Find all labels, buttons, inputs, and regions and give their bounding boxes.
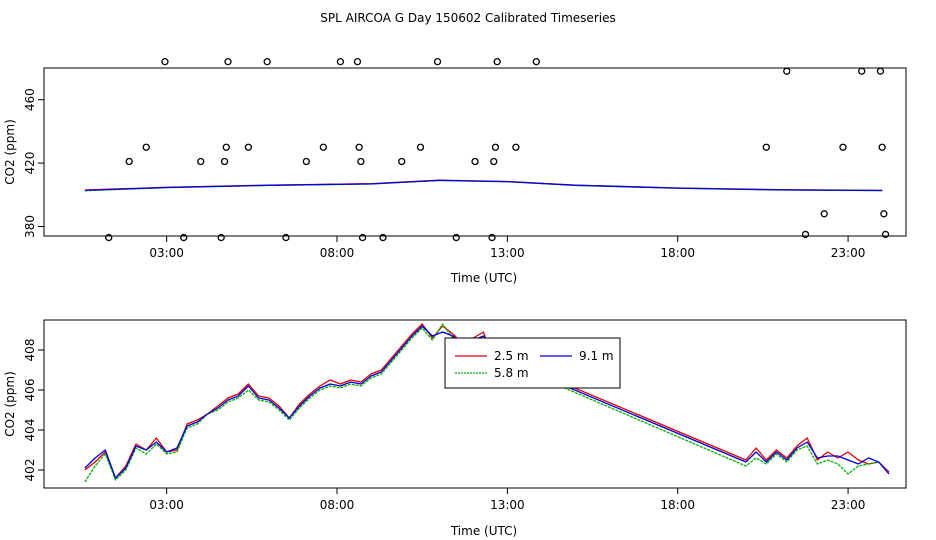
legend-label-5-8m: 5.8 m bbox=[494, 366, 529, 380]
scatter-point bbox=[801, 230, 810, 239]
x-tick-label: 08:00 bbox=[320, 498, 355, 512]
y-tick-label: 406 bbox=[23, 379, 37, 402]
series-line-9-1-m bbox=[84, 325, 890, 479]
scatter-point bbox=[491, 143, 500, 151]
scatter-point bbox=[302, 157, 310, 166]
x-tick-label: 18:00 bbox=[660, 498, 695, 512]
scatter-point bbox=[105, 233, 113, 242]
x-tick-label: 08:00 bbox=[320, 246, 355, 260]
scatter-point bbox=[881, 230, 890, 239]
scatter-point bbox=[355, 143, 363, 151]
x-tick-label: 13:00 bbox=[490, 246, 525, 260]
scatter-point bbox=[452, 233, 460, 242]
y-axis-label-bottom: CO2 (ppm) bbox=[3, 371, 17, 437]
scatter-point bbox=[180, 233, 188, 242]
scatter-point bbox=[493, 58, 501, 66]
scatter-point bbox=[125, 157, 133, 166]
scatter-point bbox=[433, 58, 442, 66]
scatter-point bbox=[161, 58, 169, 66]
scatter-point bbox=[224, 58, 232, 66]
scatter-point bbox=[220, 157, 229, 166]
scatter-point bbox=[357, 157, 365, 166]
scatter-point bbox=[783, 67, 791, 75]
scatter-point bbox=[878, 143, 886, 151]
scatter-point bbox=[358, 233, 367, 242]
y-tick-label: 380 bbox=[23, 215, 37, 238]
scatter-point bbox=[512, 143, 520, 151]
y-axis-label-top: CO2 (ppm) bbox=[3, 119, 17, 185]
panel-top-scatter: 03:00 08:00 13:00 18:00 23:00 380 420 460 Time… bbox=[3, 58, 907, 285]
scatter-point bbox=[876, 67, 885, 75]
x-tick-label: 23:00 bbox=[831, 498, 866, 512]
scatter-point bbox=[416, 143, 425, 151]
series-line-9-1-m bbox=[84, 179, 883, 192]
x-tick-label: 03:00 bbox=[149, 498, 184, 512]
figure-title: SPL AIRCOA G Day 150602 Calibrated Times… bbox=[320, 11, 615, 25]
legend-box bbox=[444, 337, 621, 389]
plot-frame-top bbox=[43, 67, 907, 237]
x-tick-label: 03:00 bbox=[149, 246, 184, 260]
series-line-5-8-m bbox=[84, 323, 890, 483]
y-tick-label: 404 bbox=[23, 419, 37, 442]
legend-label-9-1m: 9.1 m bbox=[579, 349, 614, 363]
scatter-point bbox=[263, 58, 271, 66]
y-tick-label: 460 bbox=[23, 88, 37, 111]
scatter-point bbox=[353, 58, 362, 66]
y-tick-label: 408 bbox=[23, 339, 37, 362]
scatter-point bbox=[532, 58, 540, 66]
x-axis-label-top: Time (UTC) bbox=[450, 271, 517, 285]
scatter-point bbox=[488, 233, 496, 242]
plot-frame-bottom bbox=[43, 319, 907, 489]
scatter-point bbox=[197, 157, 205, 166]
scatter-point bbox=[282, 233, 290, 242]
scatter-point bbox=[217, 233, 225, 242]
scatter-point bbox=[858, 67, 866, 75]
scatter-point bbox=[762, 143, 770, 151]
scatter-point bbox=[880, 210, 888, 218]
scatter-point bbox=[490, 157, 498, 166]
x-tick-label: 18:00 bbox=[660, 246, 695, 260]
x-axis-label-bottom: Time (UTC) bbox=[450, 524, 517, 538]
scatter-point bbox=[471, 157, 479, 166]
scatter-point bbox=[820, 210, 828, 218]
y-tick-label: 402 bbox=[23, 459, 37, 482]
panel-bottom-lines: 03:00 08:00 13:00 18:00 23:00 402 404 406 408 T… bbox=[3, 319, 907, 538]
scatter-point bbox=[379, 233, 387, 242]
x-tick-label: 13:00 bbox=[490, 498, 525, 512]
scatter-point bbox=[319, 143, 328, 151]
legend: 2.5 m 5.8 m 9.1 m bbox=[444, 337, 621, 389]
scatter-point bbox=[244, 143, 253, 151]
y-tick-label: 420 bbox=[23, 152, 37, 175]
scatter-point bbox=[222, 143, 230, 151]
x-tick-label: 23:00 bbox=[831, 246, 866, 260]
scatter-point bbox=[398, 157, 406, 166]
scatter-point bbox=[142, 143, 150, 151]
scatter-point bbox=[336, 58, 345, 66]
scatter-point bbox=[839, 143, 847, 151]
legend-label-2-5m: 2.5 m bbox=[494, 349, 529, 363]
